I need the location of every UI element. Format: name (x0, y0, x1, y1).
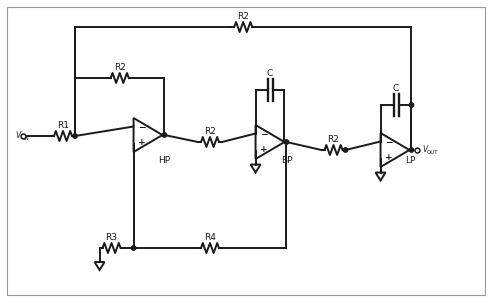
Text: +: + (138, 138, 145, 147)
Text: C: C (393, 84, 399, 93)
Text: V: V (423, 144, 428, 153)
Circle shape (409, 148, 414, 152)
Text: LP: LP (405, 156, 416, 165)
Circle shape (73, 134, 77, 138)
Text: C: C (267, 69, 273, 78)
Text: +: + (260, 145, 267, 154)
Text: +: + (385, 153, 392, 162)
Circle shape (343, 148, 348, 152)
Circle shape (131, 246, 136, 250)
Text: HP: HP (158, 156, 171, 165)
Text: R3: R3 (106, 233, 118, 242)
Text: −: − (260, 130, 267, 139)
Text: V: V (16, 130, 21, 140)
Text: −: − (385, 138, 392, 147)
Text: −: − (138, 123, 145, 132)
Circle shape (409, 103, 414, 107)
Text: R2: R2 (328, 135, 339, 144)
Circle shape (284, 140, 289, 144)
Circle shape (162, 133, 167, 137)
Text: OUT: OUT (427, 150, 438, 155)
Text: R2: R2 (204, 127, 216, 136)
Text: R4: R4 (204, 233, 216, 242)
Text: BP: BP (281, 156, 292, 165)
Text: IN: IN (24, 136, 30, 141)
Text: R1: R1 (57, 121, 69, 130)
Text: R2: R2 (237, 12, 249, 21)
Text: R2: R2 (114, 63, 125, 72)
